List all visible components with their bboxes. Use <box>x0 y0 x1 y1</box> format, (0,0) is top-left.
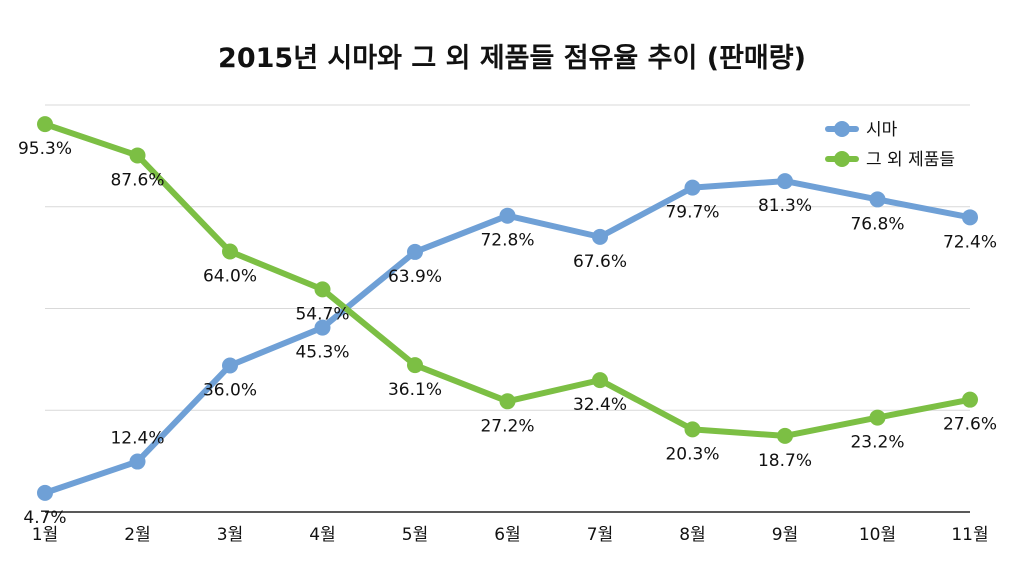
data-point <box>777 427 793 444</box>
data-label: 67.6% <box>573 252 627 272</box>
series-line <box>42 178 973 496</box>
x-tick-label: 5월 <box>402 525 428 545</box>
data-label: 18.7% <box>758 451 812 471</box>
legend-swatch-marker <box>834 151 850 167</box>
data-label: 79.7% <box>665 203 719 223</box>
data-label: 4.7% <box>23 508 66 528</box>
data-label: 45.3% <box>295 343 349 363</box>
data-point <box>684 421 701 438</box>
data-point <box>407 243 423 260</box>
x-tick-label: 2월 <box>124 525 150 545</box>
data-label: 72.4% <box>943 232 997 252</box>
data-label: 32.4% <box>573 395 627 415</box>
data-label: 27.6% <box>943 415 997 435</box>
data-label: 36.1% <box>388 380 442 400</box>
x-tick-label: 8월 <box>679 525 705 545</box>
data-point <box>314 281 331 298</box>
x-tick-label: 9월 <box>772 525 798 545</box>
data-point <box>407 357 423 374</box>
legend-label: 시마 <box>866 120 898 140</box>
data-label: 87.6% <box>110 170 164 190</box>
data-point <box>37 484 53 501</box>
data-label: 23.2% <box>850 433 904 453</box>
chart-title: 2015년 시마와 그 외 제품들 점유율 추이 (판매량) <box>218 43 806 74</box>
series-line <box>42 121 973 439</box>
data-label: 95.3% <box>18 139 72 159</box>
data-point <box>314 319 331 336</box>
data-label: 20.3% <box>665 444 719 464</box>
data-label: 64.0% <box>203 267 257 287</box>
x-tick-label: 7월 <box>587 525 613 545</box>
legend-label: 그 외 제품들 <box>866 150 955 170</box>
data-point <box>777 173 793 190</box>
data-point <box>962 391 978 408</box>
data-label: 81.3% <box>758 196 812 216</box>
data-point <box>684 179 701 196</box>
data-point <box>962 209 978 226</box>
data-point <box>592 228 608 245</box>
data-point <box>869 191 886 208</box>
data-labels: 4.7% 12.4% 36.0% 45.3% 63.9% 72.8% 67.6% 79.7% 8… <box>18 139 997 528</box>
x-axis: 1월 2월 3월 4월 5월 6월 7월 8월 9월 10월 11월 <box>32 511 989 545</box>
data-point <box>129 453 146 470</box>
data-label: 72.8% <box>480 231 534 251</box>
x-tick-label: 4월 <box>309 525 335 545</box>
data-label: 12.4% <box>110 429 164 449</box>
data-label: 76.8% <box>850 214 904 234</box>
data-label: 36.0% <box>203 380 257 400</box>
x-tick-label: 6월 <box>494 525 520 545</box>
data-point <box>222 243 238 260</box>
data-label: 54.7% <box>295 304 349 324</box>
legend: 시마그 외 제품들 <box>825 120 955 170</box>
x-tick-label: 11월 <box>951 525 988 545</box>
gridlines <box>45 104 970 411</box>
x-tick-label: 3월 <box>217 525 243 545</box>
data-point <box>129 147 146 164</box>
series-lines <box>37 116 978 501</box>
data-label: 27.2% <box>480 416 534 436</box>
data-point <box>592 372 608 389</box>
data-point <box>499 207 516 224</box>
data-point <box>869 409 886 426</box>
x-tick-label: 1월 <box>32 525 58 545</box>
data-point <box>37 116 53 133</box>
data-label: 63.9% <box>388 267 442 287</box>
data-point <box>499 393 516 410</box>
data-point <box>222 357 238 374</box>
x-tick-label: 10월 <box>859 525 896 545</box>
legend-swatch-marker <box>834 121 850 137</box>
